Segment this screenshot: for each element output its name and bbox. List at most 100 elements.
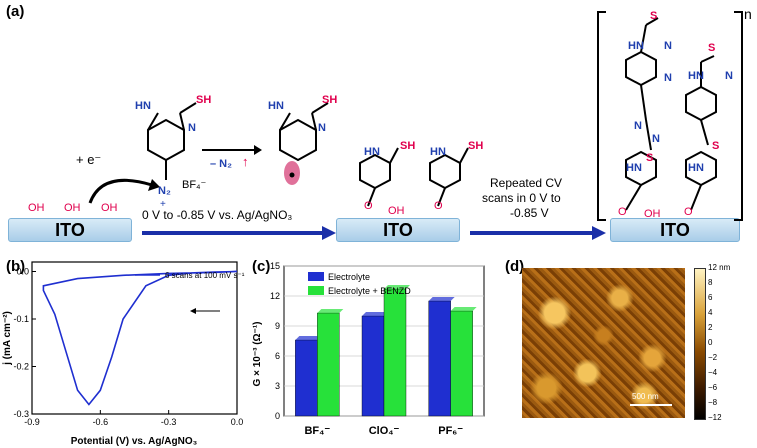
hn-label: HN xyxy=(626,162,642,174)
colorbar-tick-label: 12 nm xyxy=(708,263,731,272)
grafted-molecules xyxy=(359,147,469,207)
panel-b-label: (b) xyxy=(6,258,26,275)
bar-ytick-label: 6 xyxy=(275,351,280,361)
bar-electrolyte-benzd xyxy=(450,310,473,417)
step2-label-line1: Repeated CV xyxy=(490,176,563,190)
oxygen-label: O xyxy=(364,200,373,212)
bar-top-face xyxy=(384,285,410,289)
hn-label: HN xyxy=(135,100,151,112)
bar-ytick-label: 15 xyxy=(270,261,280,271)
cv-ytick-label: 0.0 xyxy=(16,267,29,277)
panel-a-label: (a) xyxy=(6,3,25,20)
cv-xtick-label: -0.3 xyxy=(161,417,177,427)
hn-label: HN xyxy=(688,162,704,174)
diazonium-molecule xyxy=(147,102,197,180)
n-label: N xyxy=(664,72,672,84)
colorbar-tick-label: −6 xyxy=(708,383,718,392)
step1-label: 0 V to -0.85 V vs. Ag/AgNO₃ xyxy=(142,208,293,222)
bar-ytick-label: 12 xyxy=(270,291,280,301)
bar-top-face xyxy=(295,336,322,340)
minus-n2-label: – N₂ xyxy=(210,158,233,170)
reaction-arrow-1 xyxy=(202,145,262,155)
legend-benzd: Electrolyte + BENZD xyxy=(328,286,411,296)
bar-category-label: PF₆⁻ xyxy=(438,425,463,437)
panel-c-label: (c) xyxy=(252,258,271,275)
step-arrow-1 xyxy=(142,226,336,240)
conductance-chart: 0 3 6 9 12 15 BF₄⁻ ClO₄⁻ PF₆⁻ Electrolyte Elect… xyxy=(252,261,485,437)
scan-direction-arrowhead xyxy=(190,308,196,314)
oxygen-label: O xyxy=(434,200,443,212)
sh-label: SH xyxy=(468,140,484,152)
hn-label: HN xyxy=(628,40,644,52)
polymer-bracket xyxy=(597,11,743,221)
oh-group: OH xyxy=(388,205,405,217)
ito-slide-2: ITO xyxy=(336,218,460,242)
colorbar-tick-label: −8 xyxy=(708,398,718,407)
bar-electrolyte xyxy=(428,300,451,417)
bar-electrolyte xyxy=(361,315,385,417)
step-arrow-2 xyxy=(470,226,606,240)
bf4-counterion: BF₄⁻ xyxy=(182,179,207,191)
colorbar-tick-label: −12 xyxy=(708,413,722,422)
colorbar-tick-label: 6 xyxy=(708,293,713,302)
radical-intermediate xyxy=(279,102,329,185)
bar-ylabel: G × 10⁻³ (Ω⁻¹) xyxy=(252,322,263,387)
cv-ytick-label: -0.2 xyxy=(13,362,29,372)
oh-group: OH xyxy=(28,202,45,214)
colorbar-tick-label: 8 xyxy=(708,278,713,287)
up-arrow-icon: ↑ xyxy=(242,154,249,169)
cv-curve xyxy=(42,270,238,406)
bar-top-face xyxy=(428,297,455,301)
sulfur-label: S xyxy=(708,42,716,54)
cv-plot-frame xyxy=(31,261,238,415)
n-label: N xyxy=(188,122,196,134)
cv-xtick-label: -0.9 xyxy=(24,417,40,427)
cv-legend-text: 6 scans at 100 mV s⁻¹ xyxy=(165,271,245,280)
step2-label-line3: -0.85 V xyxy=(510,206,549,220)
cv-xlabel: Potential (V) vs. Ag/AgNO₃ xyxy=(71,436,198,447)
colorbar-tick-label: 4 xyxy=(708,308,713,317)
bar-electrolyte-benzd xyxy=(383,288,407,417)
legend-swatch-electrolyte xyxy=(308,272,324,281)
ito-slide-1: ITO xyxy=(8,218,132,242)
plus-charge: + xyxy=(160,199,166,210)
bar-ytick-label: 0 xyxy=(275,411,280,421)
bar-electrolyte-benzd xyxy=(317,312,340,417)
bar-electrolyte xyxy=(295,339,318,417)
bar-top-face xyxy=(362,312,388,316)
cv-xtick-label: 0.0 xyxy=(231,417,244,427)
n-label: N xyxy=(725,70,733,82)
electron-label: + e⁻ xyxy=(76,152,102,167)
scale-bar xyxy=(630,404,672,406)
ito-slide-3: ITO xyxy=(610,218,740,242)
height-colorbar xyxy=(694,268,706,420)
oh-group: OH xyxy=(101,202,118,214)
oh-group: OH xyxy=(644,208,661,220)
bar-ytick-label: 3 xyxy=(275,381,280,391)
cv-ytick-label: -0.1 xyxy=(13,314,29,324)
n-label: N xyxy=(652,133,660,145)
hn-label: HN xyxy=(364,146,380,158)
oh-group: OH xyxy=(64,202,81,214)
legend-electrolyte: Electrolyte xyxy=(328,272,370,282)
panel-d-label: (d) xyxy=(505,258,525,275)
sulfur-label: S xyxy=(650,10,658,22)
oxygen-label: O xyxy=(684,206,693,218)
sulfur-label: S xyxy=(712,140,720,152)
sh-label: SH xyxy=(322,94,338,106)
legend-swatch-benzd xyxy=(308,286,324,295)
n-label: N xyxy=(664,40,672,52)
cv-chart: -0.9 -0.6 -0.3 0.0 0.0 -0.1 -0.2 -0.3 6 scans a… xyxy=(2,261,245,447)
bar-category-label: BF₄⁻ xyxy=(304,425,330,437)
n2-label: N₂ xyxy=(158,185,171,197)
scale-bar-label: 500 nm xyxy=(632,392,659,401)
hn-label: HN xyxy=(688,70,704,82)
cv-xtick-label: -0.6 xyxy=(93,417,109,427)
cv-ytick-label: -0.3 xyxy=(13,409,29,419)
sh-label: SH xyxy=(196,94,212,106)
n-label: N xyxy=(318,122,326,134)
cv-ylabel: j (mA cm⁻²) xyxy=(2,311,13,366)
oxygen-label: O xyxy=(618,206,627,218)
colorbar-tick-label: 2 xyxy=(708,323,713,332)
n-label: N xyxy=(634,120,642,132)
